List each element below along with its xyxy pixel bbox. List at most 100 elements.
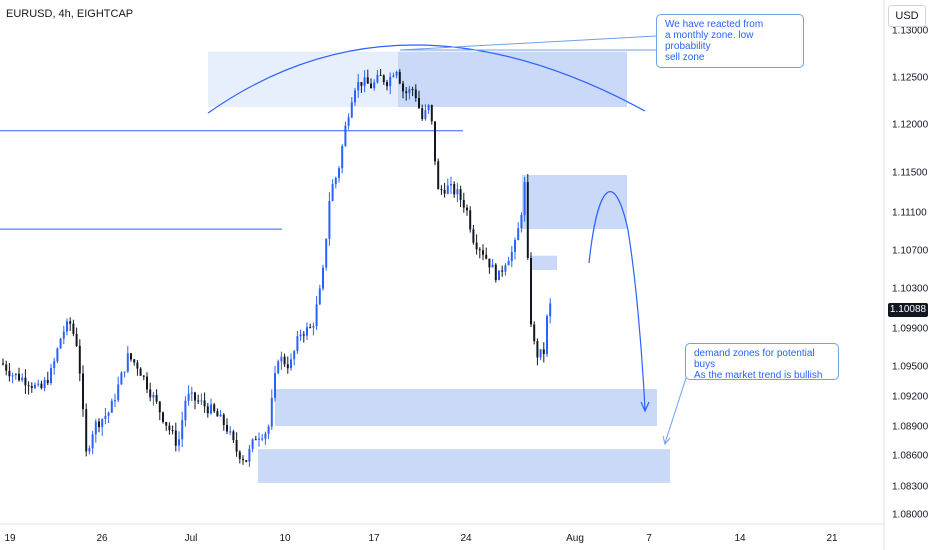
callout-pointer	[664, 377, 687, 444]
candle-body	[238, 451, 241, 459]
candle-body	[418, 98, 420, 109]
candle-body	[78, 345, 81, 374]
y-tick-label: 1.10700	[892, 246, 929, 257]
candle-body	[162, 412, 164, 423]
candle-body	[110, 400, 113, 413]
candle-body	[155, 394, 158, 402]
candle-body	[91, 434, 94, 449]
candle-body	[98, 421, 100, 428]
candle-body	[510, 251, 513, 262]
demand-zone-callout[interactable]: demand zones for potential buys As the m…	[685, 343, 839, 381]
candle-body	[146, 376, 148, 390]
arc-drawing	[207, 44, 646, 114]
zones-layer	[208, 51, 670, 483]
candle-body	[536, 341, 539, 358]
candle-body	[517, 228, 520, 241]
candle-body	[62, 331, 65, 339]
candle-body	[85, 409, 88, 452]
candle-body	[283, 356, 286, 365]
candle-body	[312, 326, 315, 328]
candle-body	[56, 348, 59, 362]
candle-body	[469, 210, 472, 230]
candle-body	[325, 238, 328, 268]
y-tick-label: 1.09500	[892, 362, 929, 373]
candle-body	[360, 82, 363, 86]
candle-body	[366, 77, 369, 84]
candle-body	[546, 316, 548, 355]
candle-body	[226, 424, 228, 432]
candle-body	[443, 189, 446, 194]
candle-body	[411, 88, 414, 90]
y-tick-label: 1.12000	[892, 120, 929, 131]
candle-body	[75, 333, 78, 346]
projection-arrow	[588, 191, 646, 411]
y-axis: 1.13000 1.12500 1.12000 1.11500 1.11100 1.107…	[892, 26, 929, 521]
candle-body	[338, 168, 340, 178]
y-tick-label: 1.09200	[892, 392, 929, 403]
candle-body	[334, 177, 337, 185]
candle-body	[245, 460, 248, 462]
candle-body	[402, 83, 404, 92]
candle-body	[11, 375, 14, 377]
candle-body	[200, 400, 203, 402]
candle-body	[315, 304, 318, 327]
sell-zone-callout[interactable]: We have reacted from a monthly zone. low…	[656, 14, 804, 68]
candle-body	[328, 200, 331, 239]
drawings-layer	[207, 35, 687, 446]
candle-body	[120, 372, 123, 385]
candle-body	[459, 189, 462, 200]
candle-body	[491, 264, 494, 268]
candle-body	[107, 412, 110, 416]
candle-body	[184, 400, 187, 421]
candle-body	[264, 433, 267, 439]
candle-body	[168, 425, 171, 431]
y-tick-label: 1.08600	[892, 451, 929, 462]
candle-body	[5, 364, 8, 371]
callout-arrowhead	[662, 435, 671, 446]
candle-body	[290, 359, 292, 369]
candle-body	[274, 373, 276, 398]
candle-body	[446, 185, 449, 194]
zone-supply	[522, 175, 627, 230]
candle-body	[130, 353, 132, 360]
candle-body	[149, 389, 152, 398]
symbol-title: EURUSD, 4h, EIGHTCAP	[6, 8, 134, 20]
candle-body	[318, 288, 321, 305]
candle-body	[392, 75, 395, 77]
candle-body	[197, 400, 200, 402]
candle-body	[101, 419, 104, 428]
candle-body	[376, 74, 379, 83]
candle-body	[293, 351, 296, 360]
candle-body	[373, 82, 376, 89]
candle-body	[190, 392, 193, 394]
candle-body	[430, 105, 433, 122]
candle-body	[248, 448, 251, 462]
candle-body	[171, 430, 174, 432]
candle-body	[331, 184, 334, 201]
candle-body	[270, 397, 273, 427]
candle-body	[66, 321, 68, 332]
candle-body	[88, 448, 91, 452]
candle-body	[53, 361, 56, 369]
horizontal-lines-layer	[0, 130, 463, 230]
candle-body	[354, 90, 356, 103]
candle-body	[242, 458, 244, 461]
candle-body	[46, 380, 49, 384]
callout-pointer	[399, 35, 657, 51]
candle-body	[389, 76, 392, 87]
candle-body	[302, 334, 305, 336]
candle-body	[494, 264, 497, 281]
candle-body	[59, 338, 62, 349]
candle-body	[27, 385, 30, 387]
currency-button[interactable]: USD	[888, 5, 926, 27]
candle-body	[549, 303, 552, 317]
y-tick-label: 1.08000	[892, 510, 929, 521]
y-tick-label: 1.08300	[892, 482, 929, 493]
candle-body	[8, 370, 11, 377]
candle-body	[14, 373, 17, 376]
candle-body	[104, 415, 107, 420]
candle-body	[350, 102, 353, 118]
candle-body	[261, 438, 264, 440]
candle-body	[210, 404, 212, 414]
